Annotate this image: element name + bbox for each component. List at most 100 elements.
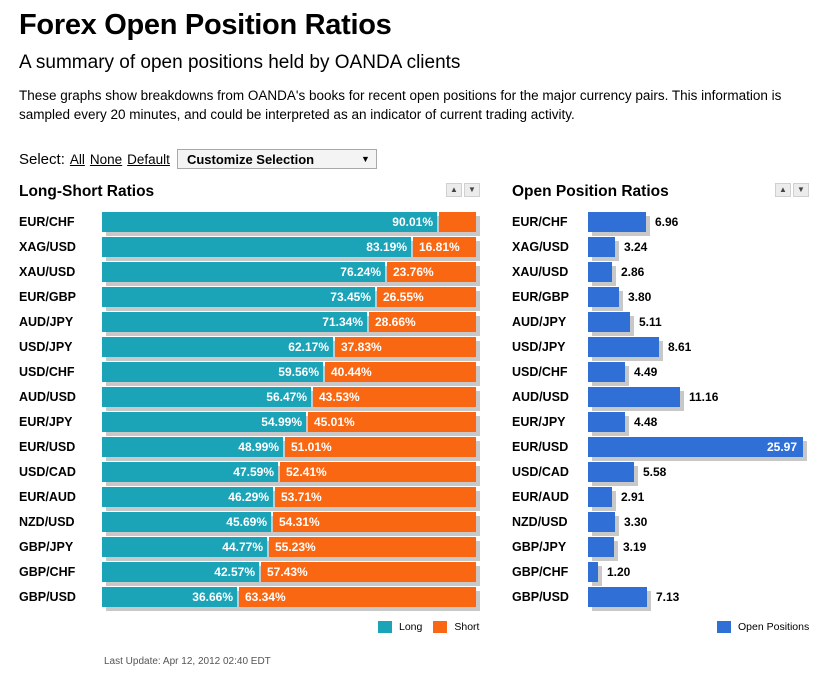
long-bar	[102, 287, 375, 307]
long-bar	[102, 362, 323, 382]
pair-label: EUR/AUD	[19, 490, 76, 504]
open-position-bar	[588, 487, 612, 507]
open-position-bar	[588, 537, 614, 557]
pair-label: AUD/JPY	[512, 315, 567, 329]
short-bar	[269, 537, 476, 557]
short-bar	[308, 412, 476, 432]
chevron-down-icon: ▼	[361, 154, 370, 164]
pair-label: EUR/JPY	[512, 415, 566, 429]
pair-label: XAU/USD	[512, 265, 569, 279]
long-value-label: 46.29%	[228, 490, 269, 504]
select-none-link[interactable]: None	[89, 151, 123, 167]
legend-swatch-short	[433, 621, 448, 633]
open-position-sort-controls: ▲ ▼	[775, 183, 809, 197]
long-value-label: 42.57%	[214, 565, 255, 579]
open-position-legend: Open Positions	[717, 621, 809, 633]
select-all-link[interactable]: All	[69, 151, 85, 167]
sort-down-icon[interactable]: ▼	[464, 183, 480, 197]
open-position-bar	[588, 262, 612, 282]
open-position-value-label: 25.97	[766, 440, 797, 454]
pair-label: GBP/USD	[19, 590, 76, 604]
short-bar	[275, 487, 476, 507]
long-value-label: 54.99%	[261, 415, 302, 429]
open-position-value-label: 4.49	[634, 365, 658, 379]
short-value-label: 28.66%	[375, 315, 416, 329]
short-value-label: 45.01%	[314, 415, 355, 429]
pair-label: EUR/CHF	[19, 215, 75, 229]
open-position-value-label: 2.91	[621, 490, 645, 504]
short-value-label: 40.44%	[331, 365, 372, 379]
long-bar	[102, 312, 367, 332]
short-bar	[335, 337, 476, 357]
page-title: Forex Open Position Ratios	[19, 9, 392, 41]
open-position-bar	[588, 462, 634, 482]
open-position-title: Open Position Ratios	[512, 183, 669, 200]
open-position-bar	[588, 562, 598, 582]
open-position-value-label: 7.13	[656, 590, 680, 604]
legend-swatch-long	[378, 621, 392, 633]
long-value-label: 56.47%	[266, 390, 307, 404]
open-position-bar	[588, 512, 615, 532]
short-value-label: 23.76%	[393, 265, 434, 279]
open-position-value-label: 4.48	[634, 415, 658, 429]
pair-label: USD/JPY	[19, 340, 73, 354]
long-value-label: 76.24%	[340, 265, 381, 279]
select-default-link[interactable]: Default	[127, 151, 170, 167]
open-position-value-label: 5.58	[643, 465, 667, 479]
open-position-bar	[588, 412, 625, 432]
open-position-value-label: 2.86	[621, 265, 645, 279]
page-description: These graphs show breakdowns from OANDA'…	[19, 88, 782, 122]
open-position-value-label: 5.11	[639, 315, 662, 329]
short-value-label: 16.81%	[419, 240, 460, 254]
short-bar	[439, 212, 476, 232]
open-position-bar	[588, 337, 659, 357]
customize-selection-dropdown[interactable]: Customize Selection ▼	[176, 149, 377, 169]
pair-label: GBP/CHF	[512, 565, 569, 579]
short-value-label: 63.34%	[245, 590, 286, 604]
open-position-value-label: 3.19	[623, 540, 647, 554]
legend-swatch-open-positions	[717, 621, 731, 633]
open-position-bar	[588, 237, 615, 257]
pair-label: GBP/JPY	[512, 540, 567, 554]
long-bar	[102, 487, 273, 507]
short-bar	[239, 587, 476, 607]
short-bar	[261, 562, 476, 582]
long-bar	[102, 262, 385, 282]
sort-up-icon[interactable]: ▲	[775, 183, 791, 197]
open-position-bar	[588, 212, 646, 232]
pair-label: GBP/USD	[512, 590, 569, 604]
short-value-label: 54.31%	[279, 515, 320, 529]
sort-up-icon[interactable]: ▲	[446, 183, 462, 197]
long-bar	[102, 337, 333, 357]
long-bar	[102, 537, 267, 557]
sort-down-icon[interactable]: ▼	[793, 183, 809, 197]
short-bar	[285, 437, 476, 457]
long-bar	[102, 587, 237, 607]
long-bar	[102, 512, 271, 532]
short-bar	[413, 237, 476, 257]
open-position-value-label: 11.16	[689, 390, 719, 404]
pair-label: XAG/USD	[19, 240, 76, 254]
pair-label: AUD/JPY	[19, 315, 74, 329]
pair-label: USD/CAD	[19, 465, 76, 479]
legend-label-long: Long	[399, 621, 423, 633]
long-value-label: 36.66%	[192, 590, 233, 604]
short-value-label: 37.83%	[341, 340, 382, 354]
long-value-label: 83.19%	[366, 240, 407, 254]
short-value-label: 26.55%	[383, 290, 424, 304]
pair-label: EUR/USD	[19, 440, 76, 454]
long-value-label: 90.01%	[392, 215, 433, 229]
short-bar	[369, 312, 476, 332]
pair-label: EUR/AUD	[512, 490, 569, 504]
short-value-label: 55.23%	[275, 540, 316, 554]
long-bar	[102, 562, 259, 582]
page-subtitle: A summary of open positions held by OAND…	[19, 52, 461, 73]
short-value-label: 43.53%	[319, 390, 360, 404]
long-short-sort-controls: ▲ ▼	[446, 183, 480, 197]
long-bar	[102, 237, 411, 257]
short-value-label: 51.01%	[291, 440, 332, 454]
long-value-label: 59.56%	[278, 365, 319, 379]
pair-label: USD/JPY	[512, 340, 566, 354]
last-update: Last Update: Apr 12, 2012 02:40 EDT	[104, 656, 271, 667]
long-value-label: 47.59%	[233, 465, 274, 479]
